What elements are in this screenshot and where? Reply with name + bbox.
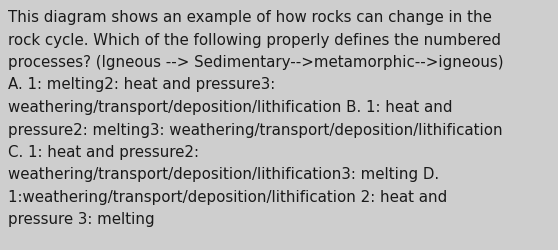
Text: pressure2: melting3: weathering/transport/deposition/lithification: pressure2: melting3: weathering/transpor… [8, 122, 503, 137]
Text: This diagram shows an example of how rocks can change in the: This diagram shows an example of how roc… [8, 10, 492, 25]
Text: weathering/transport/deposition/lithification B. 1: heat and: weathering/transport/deposition/lithific… [8, 100, 453, 114]
Text: C. 1: heat and pressure2:: C. 1: heat and pressure2: [8, 144, 199, 159]
Text: processes? (Igneous --> Sedimentary-->metamorphic-->igneous): processes? (Igneous --> Sedimentary-->me… [8, 55, 504, 70]
Text: weathering/transport/deposition/lithification3: melting D.: weathering/transport/deposition/lithific… [8, 167, 439, 182]
Text: A. 1: melting2: heat and pressure3:: A. 1: melting2: heat and pressure3: [8, 77, 275, 92]
Text: pressure 3: melting: pressure 3: melting [8, 212, 155, 226]
Text: rock cycle. Which of the following properly defines the numbered: rock cycle. Which of the following prope… [8, 32, 501, 47]
Text: 1:weathering/transport/deposition/lithification 2: heat and: 1:weathering/transport/deposition/lithif… [8, 189, 448, 204]
